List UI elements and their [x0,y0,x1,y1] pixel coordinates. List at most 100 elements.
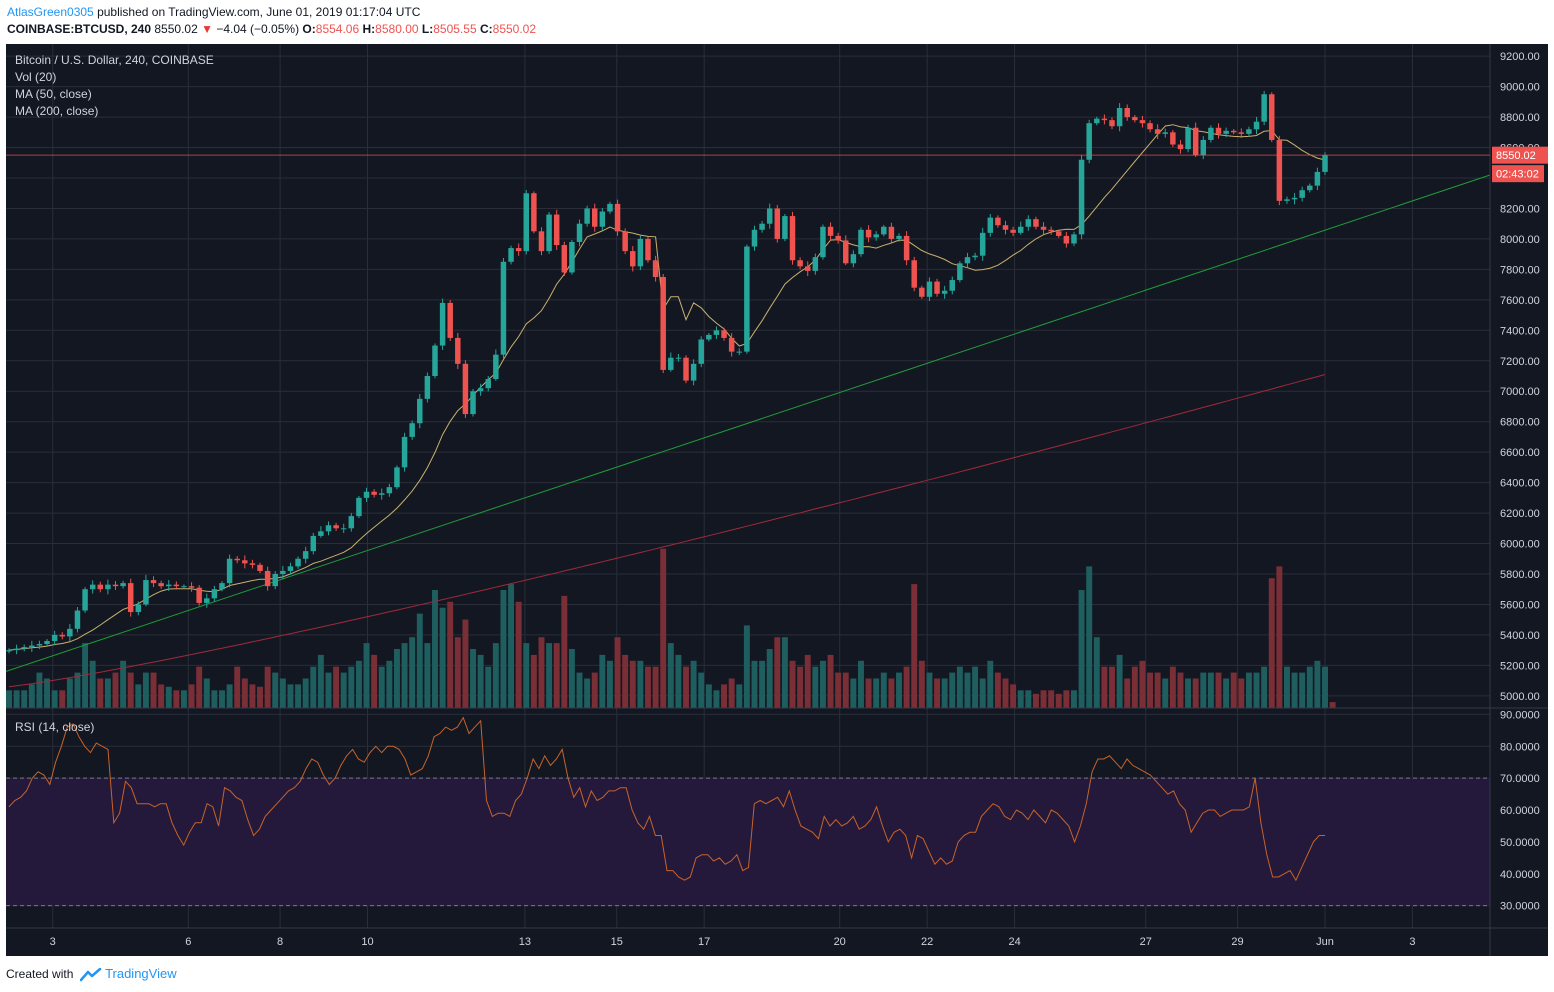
candle-body [843,240,849,264]
candle-body [280,570,286,574]
candle-body [766,208,773,224]
candle-body [234,558,240,561]
candle-body [379,493,385,495]
volume-bar [279,678,286,708]
volume-bar [530,654,537,708]
candle-body [569,241,575,273]
volume-bar [591,672,598,708]
volume-bar [842,672,849,708]
tradingview-logo-icon [79,967,101,982]
volume-bar [142,672,149,708]
candle-body [690,363,697,381]
price-tick-label: 5400.00 [1500,630,1540,642]
volume-bar [203,678,210,708]
candle-body [683,357,689,381]
price-tick-label: 5000.00 [1500,691,1540,703]
candle-body [348,516,355,529]
volume-bar [888,678,895,708]
volume-bar [728,678,735,708]
time-tick-label: 6 [185,936,191,948]
rsi-band [6,778,1490,906]
volume-bar [447,601,454,708]
candle-body [964,257,971,264]
volume-bar [683,666,689,708]
price-tick-label: 6600.00 [1500,447,1540,459]
price-tick-label: 5600.00 [1500,599,1540,611]
volume-bar [1200,672,1207,708]
volume-bar [1192,678,1199,708]
candle-body [508,248,514,262]
volume-bar [470,649,476,708]
ma50-legend[interactable]: MA (50, close) [15,87,92,101]
candle-body [591,208,598,227]
author-link[interactable]: AtlasGreen0305 [7,5,94,19]
ma200-legend[interactable]: MA (200, close) [15,104,98,118]
volume-bar [949,672,956,708]
candle-body [584,208,590,224]
volume-bar [766,649,773,708]
volume-bar [941,678,948,708]
candle-body [356,497,362,517]
volume-bar [759,660,766,708]
candle-body [44,640,50,645]
candle-body [736,351,743,353]
volume-bar [1291,672,1298,708]
candle-body [827,226,834,236]
price-tick-label: 5800.00 [1500,569,1540,581]
candle-body [660,277,666,370]
volume-bar [120,660,127,708]
candle-body [21,647,27,649]
candle-body [82,589,88,611]
vol-legend[interactable]: Vol (20) [15,70,56,84]
volume-bar [979,678,986,708]
candle-body [957,263,963,281]
volume-bar [880,672,887,708]
volume-bar [1124,678,1131,708]
high-value: 8580.00 [375,22,419,36]
volume-bar [241,678,248,708]
candle-body [500,261,507,355]
volume-bar [1322,666,1328,708]
volume-bar [584,678,591,708]
volume-bar [1223,678,1230,708]
volume-bar [918,660,925,708]
volume-bar [1002,678,1009,708]
created-with-text: Created with [6,967,74,981]
candle-body [668,357,674,370]
rsi-legend[interactable]: RSI (14, close) [15,720,94,734]
candle-body [531,193,537,232]
candle-body [401,436,408,468]
volume-bar [104,678,111,708]
volume-bar [492,643,499,708]
volume-bar [432,590,438,708]
volume-bar [295,684,302,708]
volume-bar [188,684,195,708]
tradingview-brand[interactable]: TradingView [105,966,177,981]
volume-bar [1162,678,1169,708]
candle-body [394,467,400,488]
volume-bar [1078,590,1085,708]
candle-body [881,226,887,235]
price-tick-label: 7000.00 [1500,386,1540,398]
volume-bar [903,666,910,708]
rsi-line [8,716,1325,882]
price-chart[interactable]: 9200.009000.008800.008600.008400.008200.… [6,44,1548,956]
volume-bar [424,643,431,708]
volume-bar [272,672,279,708]
volume-bar [112,672,119,708]
time-tick-label: 3 [50,936,56,948]
volume-bar [1261,666,1268,708]
volume-bar [1177,672,1184,708]
volume-bar [51,690,58,708]
rsi-tick-label: 70.0000 [1500,773,1540,785]
volume-bar [819,660,826,708]
volume-bar [896,672,902,708]
candle-body [926,281,933,297]
price-tick-label: 8200.00 [1500,203,1540,215]
volume-bar [173,690,180,708]
candle-body [1010,229,1016,233]
candle-body [888,226,895,239]
candle-body [310,535,317,552]
candle-body [1025,219,1032,227]
candle-body [135,604,142,613]
